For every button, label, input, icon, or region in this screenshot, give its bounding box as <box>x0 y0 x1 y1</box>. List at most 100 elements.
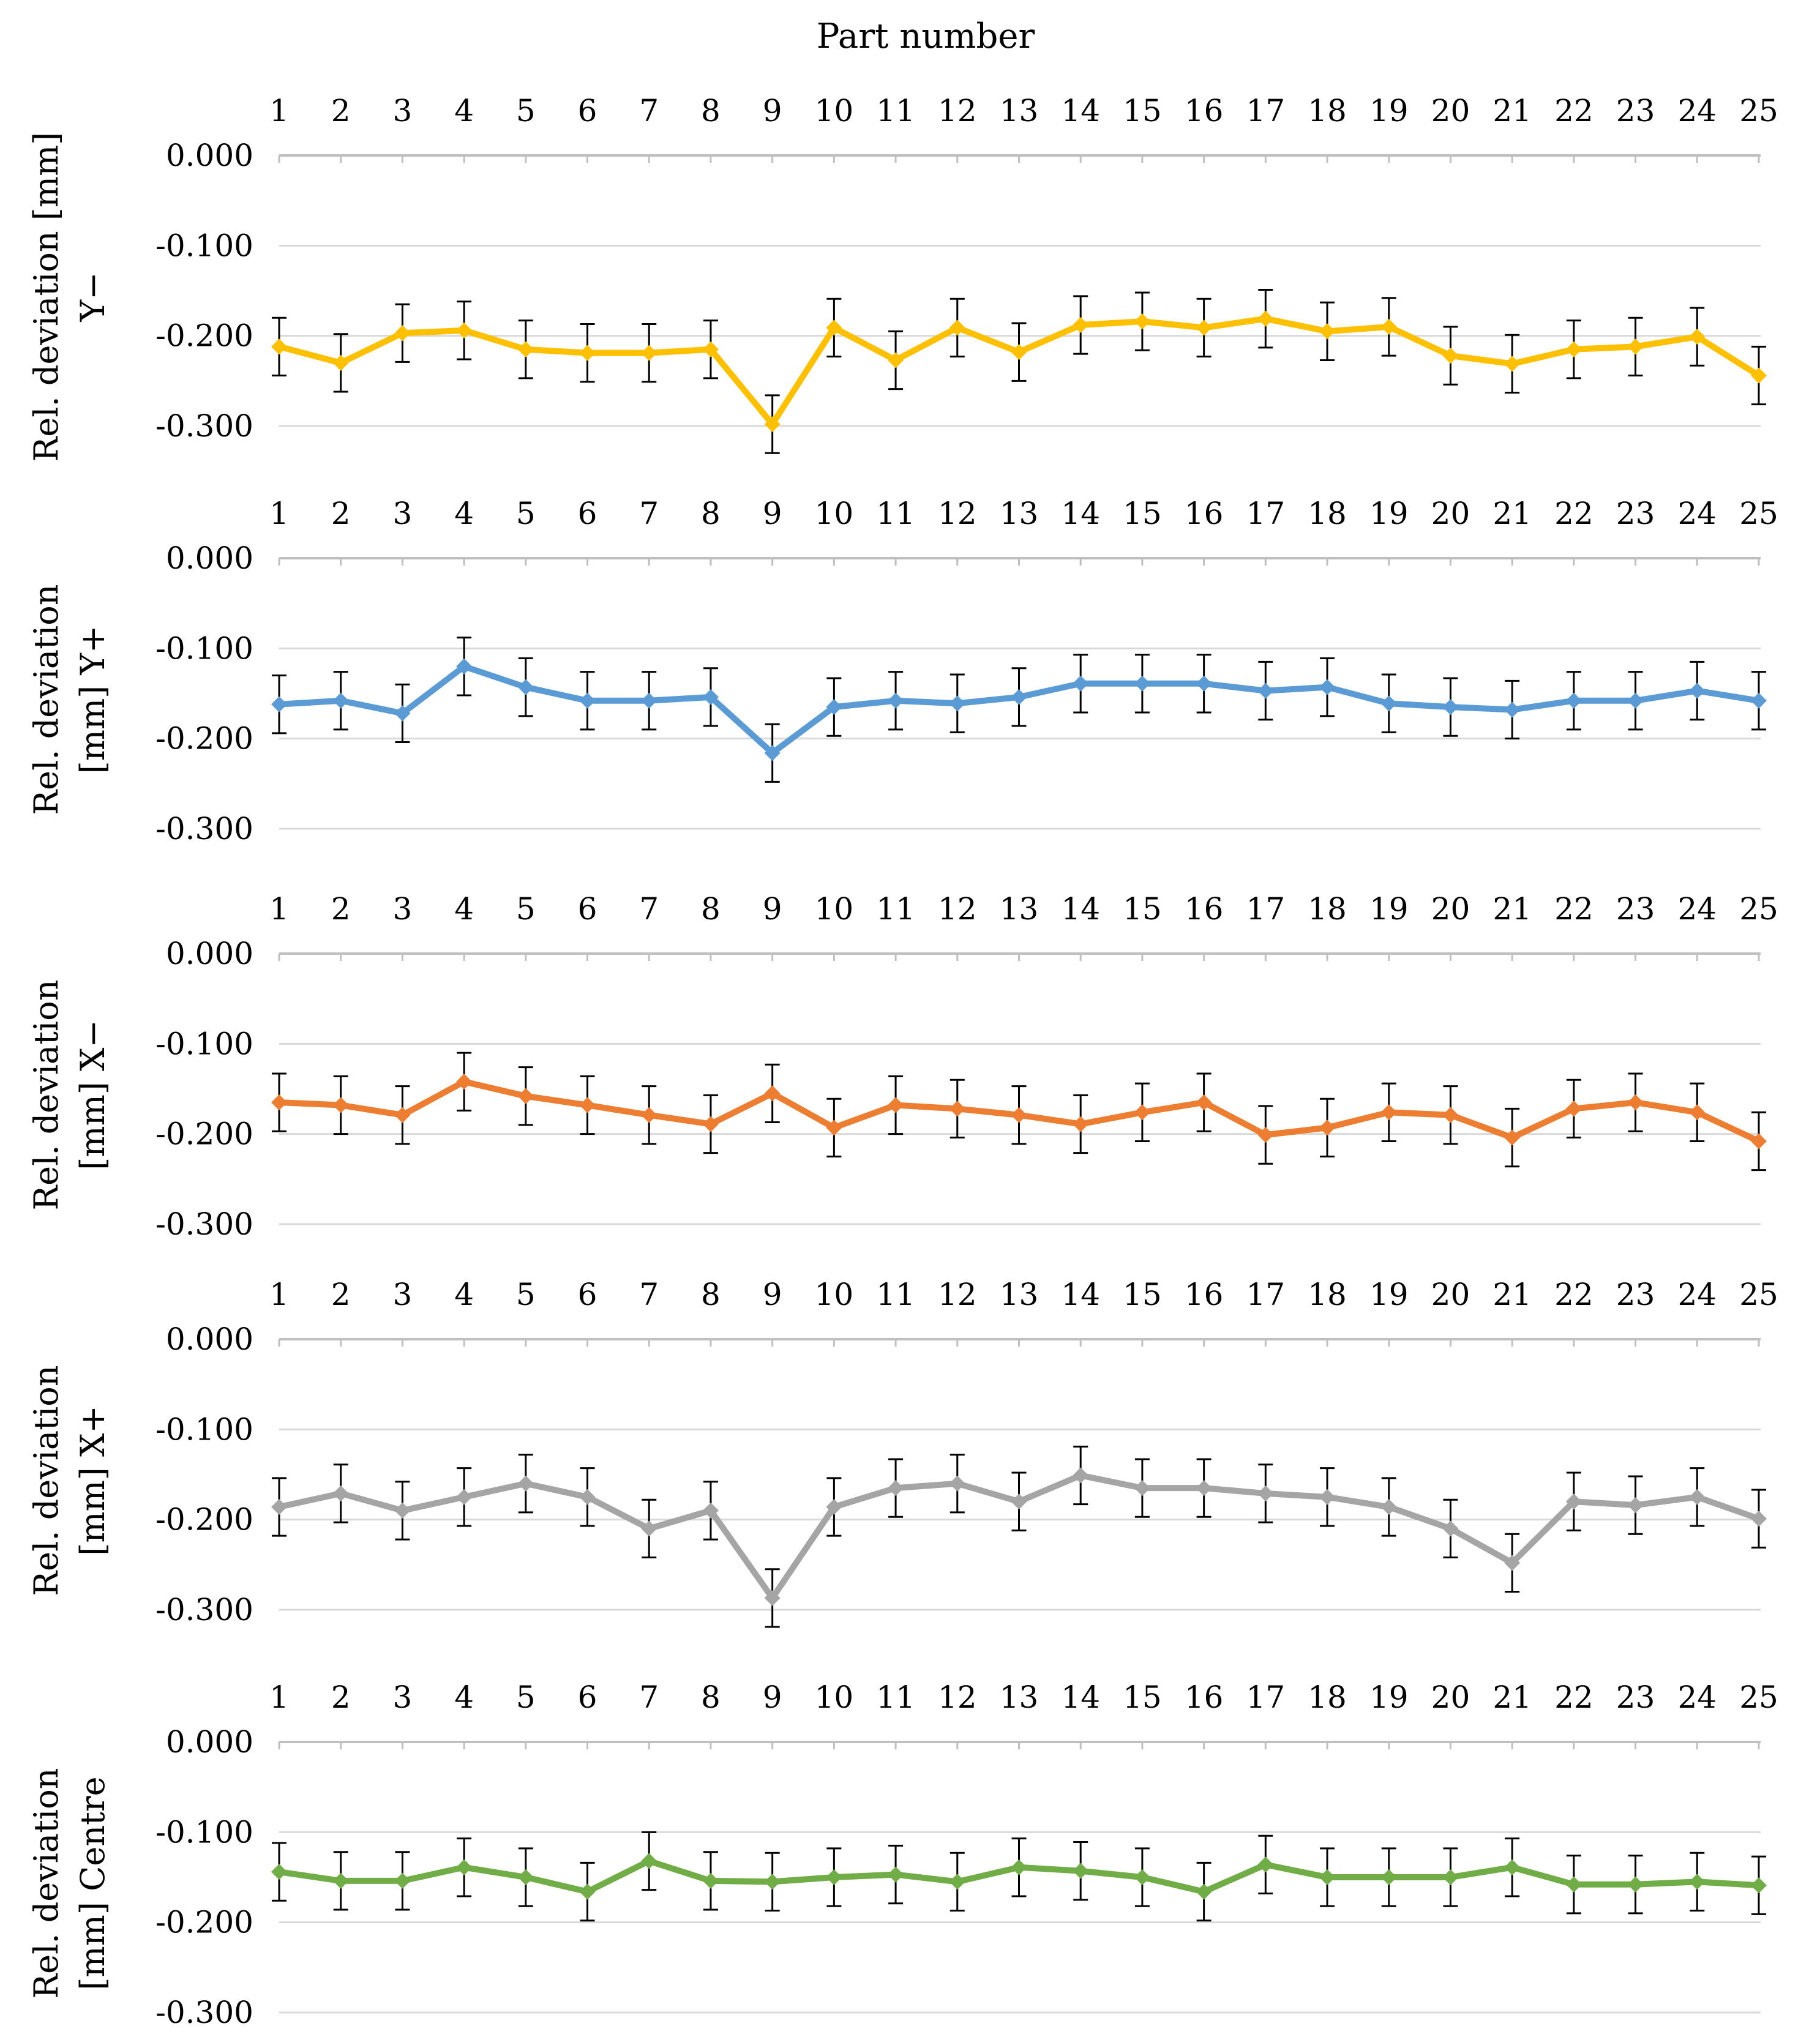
x-tick-label: 2 <box>331 891 351 927</box>
data-point <box>332 1872 349 1889</box>
data-point <box>1134 1104 1150 1121</box>
data-point <box>456 658 473 675</box>
data-point <box>826 699 842 716</box>
x-tick-label: 18 <box>1308 1680 1347 1715</box>
data-point <box>271 1094 287 1111</box>
y-axis-label: Y− <box>73 272 112 323</box>
data-point <box>1442 1869 1459 1885</box>
x-tick-label: 24 <box>1677 1277 1717 1312</box>
x-tick-label: 19 <box>1369 93 1409 129</box>
x-tick-label: 4 <box>454 891 474 927</box>
x-tick-label: 18 <box>1308 1277 1347 1312</box>
data-point <box>1627 1497 1644 1514</box>
data-point <box>949 1874 965 1890</box>
x-tick-label: 20 <box>1431 93 1470 129</box>
x-tick-label: 23 <box>1616 1680 1655 1715</box>
x-tick-label: 20 <box>1431 891 1470 927</box>
x-tick-label: 2 <box>331 1680 351 1715</box>
x-tick-label: 13 <box>1000 1277 1039 1312</box>
data-point <box>826 320 842 336</box>
data-point <box>1565 341 1582 357</box>
x-tick-label: 15 <box>1123 93 1162 129</box>
x-tick-label: 23 <box>1616 93 1655 129</box>
data-point <box>1380 1104 1397 1121</box>
y-axis-label: Rel. deviation [mm] <box>27 132 66 462</box>
data-point <box>1380 318 1397 335</box>
x-tick-label: 23 <box>1616 1277 1655 1312</box>
data-point <box>641 1520 657 1537</box>
y-tick-label: -0.200 <box>155 1116 253 1152</box>
data-point <box>332 692 349 709</box>
x-tick-label: 19 <box>1369 496 1409 531</box>
x-tick-label: 25 <box>1739 891 1778 927</box>
x-tick-label: 13 <box>1000 891 1039 927</box>
data-point <box>1011 689 1027 705</box>
data-point <box>579 1883 596 1900</box>
y-axis-label: Rel. deviation <box>27 1366 66 1596</box>
x-tick-label: 25 <box>1739 1680 1778 1715</box>
data-point <box>271 1499 287 1516</box>
x-tick-label: 9 <box>763 93 782 129</box>
data-point <box>1442 1520 1459 1537</box>
x-tick-label: 16 <box>1185 496 1224 531</box>
data-point <box>1442 699 1459 716</box>
x-tick-label: 18 <box>1308 93 1347 129</box>
x-tick-label: 12 <box>938 891 977 927</box>
x-tick-label: 17 <box>1246 93 1286 129</box>
y-axis-label: [mm] Centre <box>73 1776 112 1990</box>
y-tick-label: -0.300 <box>155 1592 253 1628</box>
x-tick-label: 22 <box>1554 1680 1593 1715</box>
data-point <box>1442 1107 1459 1123</box>
data-point <box>1565 1876 1582 1893</box>
x-tick-label: 18 <box>1308 496 1347 531</box>
y-tick-label: 0.000 <box>166 1321 253 1357</box>
x-tick-label: 19 <box>1369 1680 1409 1715</box>
data-point <box>517 1869 534 1885</box>
data-point <box>702 341 719 357</box>
x-tick-label: 25 <box>1739 496 1778 531</box>
data-point <box>1134 1480 1150 1497</box>
x-tick-label: 6 <box>578 891 597 927</box>
x-tick-label: 20 <box>1431 1680 1470 1715</box>
data-point <box>1134 1869 1150 1885</box>
x-tick-label: 11 <box>876 891 915 927</box>
x-tick-label: 15 <box>1123 1680 1162 1715</box>
data-point <box>641 692 657 709</box>
x-tick-label: 21 <box>1492 891 1532 927</box>
x-tick-label: 2 <box>331 93 351 129</box>
x-tick-label: 9 <box>763 891 782 927</box>
x-tick-label: 14 <box>1061 93 1100 129</box>
y-tick-label: 0.000 <box>166 540 253 576</box>
x-tick-label: 9 <box>763 496 782 531</box>
x-tick-label: 17 <box>1246 496 1286 531</box>
data-point <box>1380 1869 1397 1885</box>
data-point <box>1011 1107 1027 1123</box>
data-point <box>1257 310 1274 327</box>
data-point <box>456 1074 473 1090</box>
data-point <box>1751 367 1767 384</box>
x-tick-label: 16 <box>1185 1680 1224 1715</box>
data-point <box>1627 1094 1644 1111</box>
data-point <box>1319 323 1336 340</box>
data-point <box>1504 1555 1521 1571</box>
data-point <box>456 322 473 338</box>
data-point <box>764 745 781 761</box>
data-point <box>271 1864 287 1880</box>
x-tick-label: 10 <box>815 496 854 531</box>
data-point <box>517 341 534 357</box>
data-point <box>764 416 781 433</box>
data-point <box>949 695 965 712</box>
data-point <box>1196 320 1212 336</box>
data-point <box>1134 675 1150 692</box>
x-tick-label: 17 <box>1246 891 1286 927</box>
y-tick-label: -0.100 <box>155 228 253 263</box>
x-tick-label: 4 <box>454 496 474 531</box>
data-point <box>1011 1493 1027 1510</box>
data-point <box>332 1485 349 1501</box>
data-point <box>826 1119 842 1136</box>
x-tick-label: 15 <box>1123 496 1162 531</box>
data-point <box>1073 1467 1089 1484</box>
x-tick-label: 16 <box>1185 891 1224 927</box>
